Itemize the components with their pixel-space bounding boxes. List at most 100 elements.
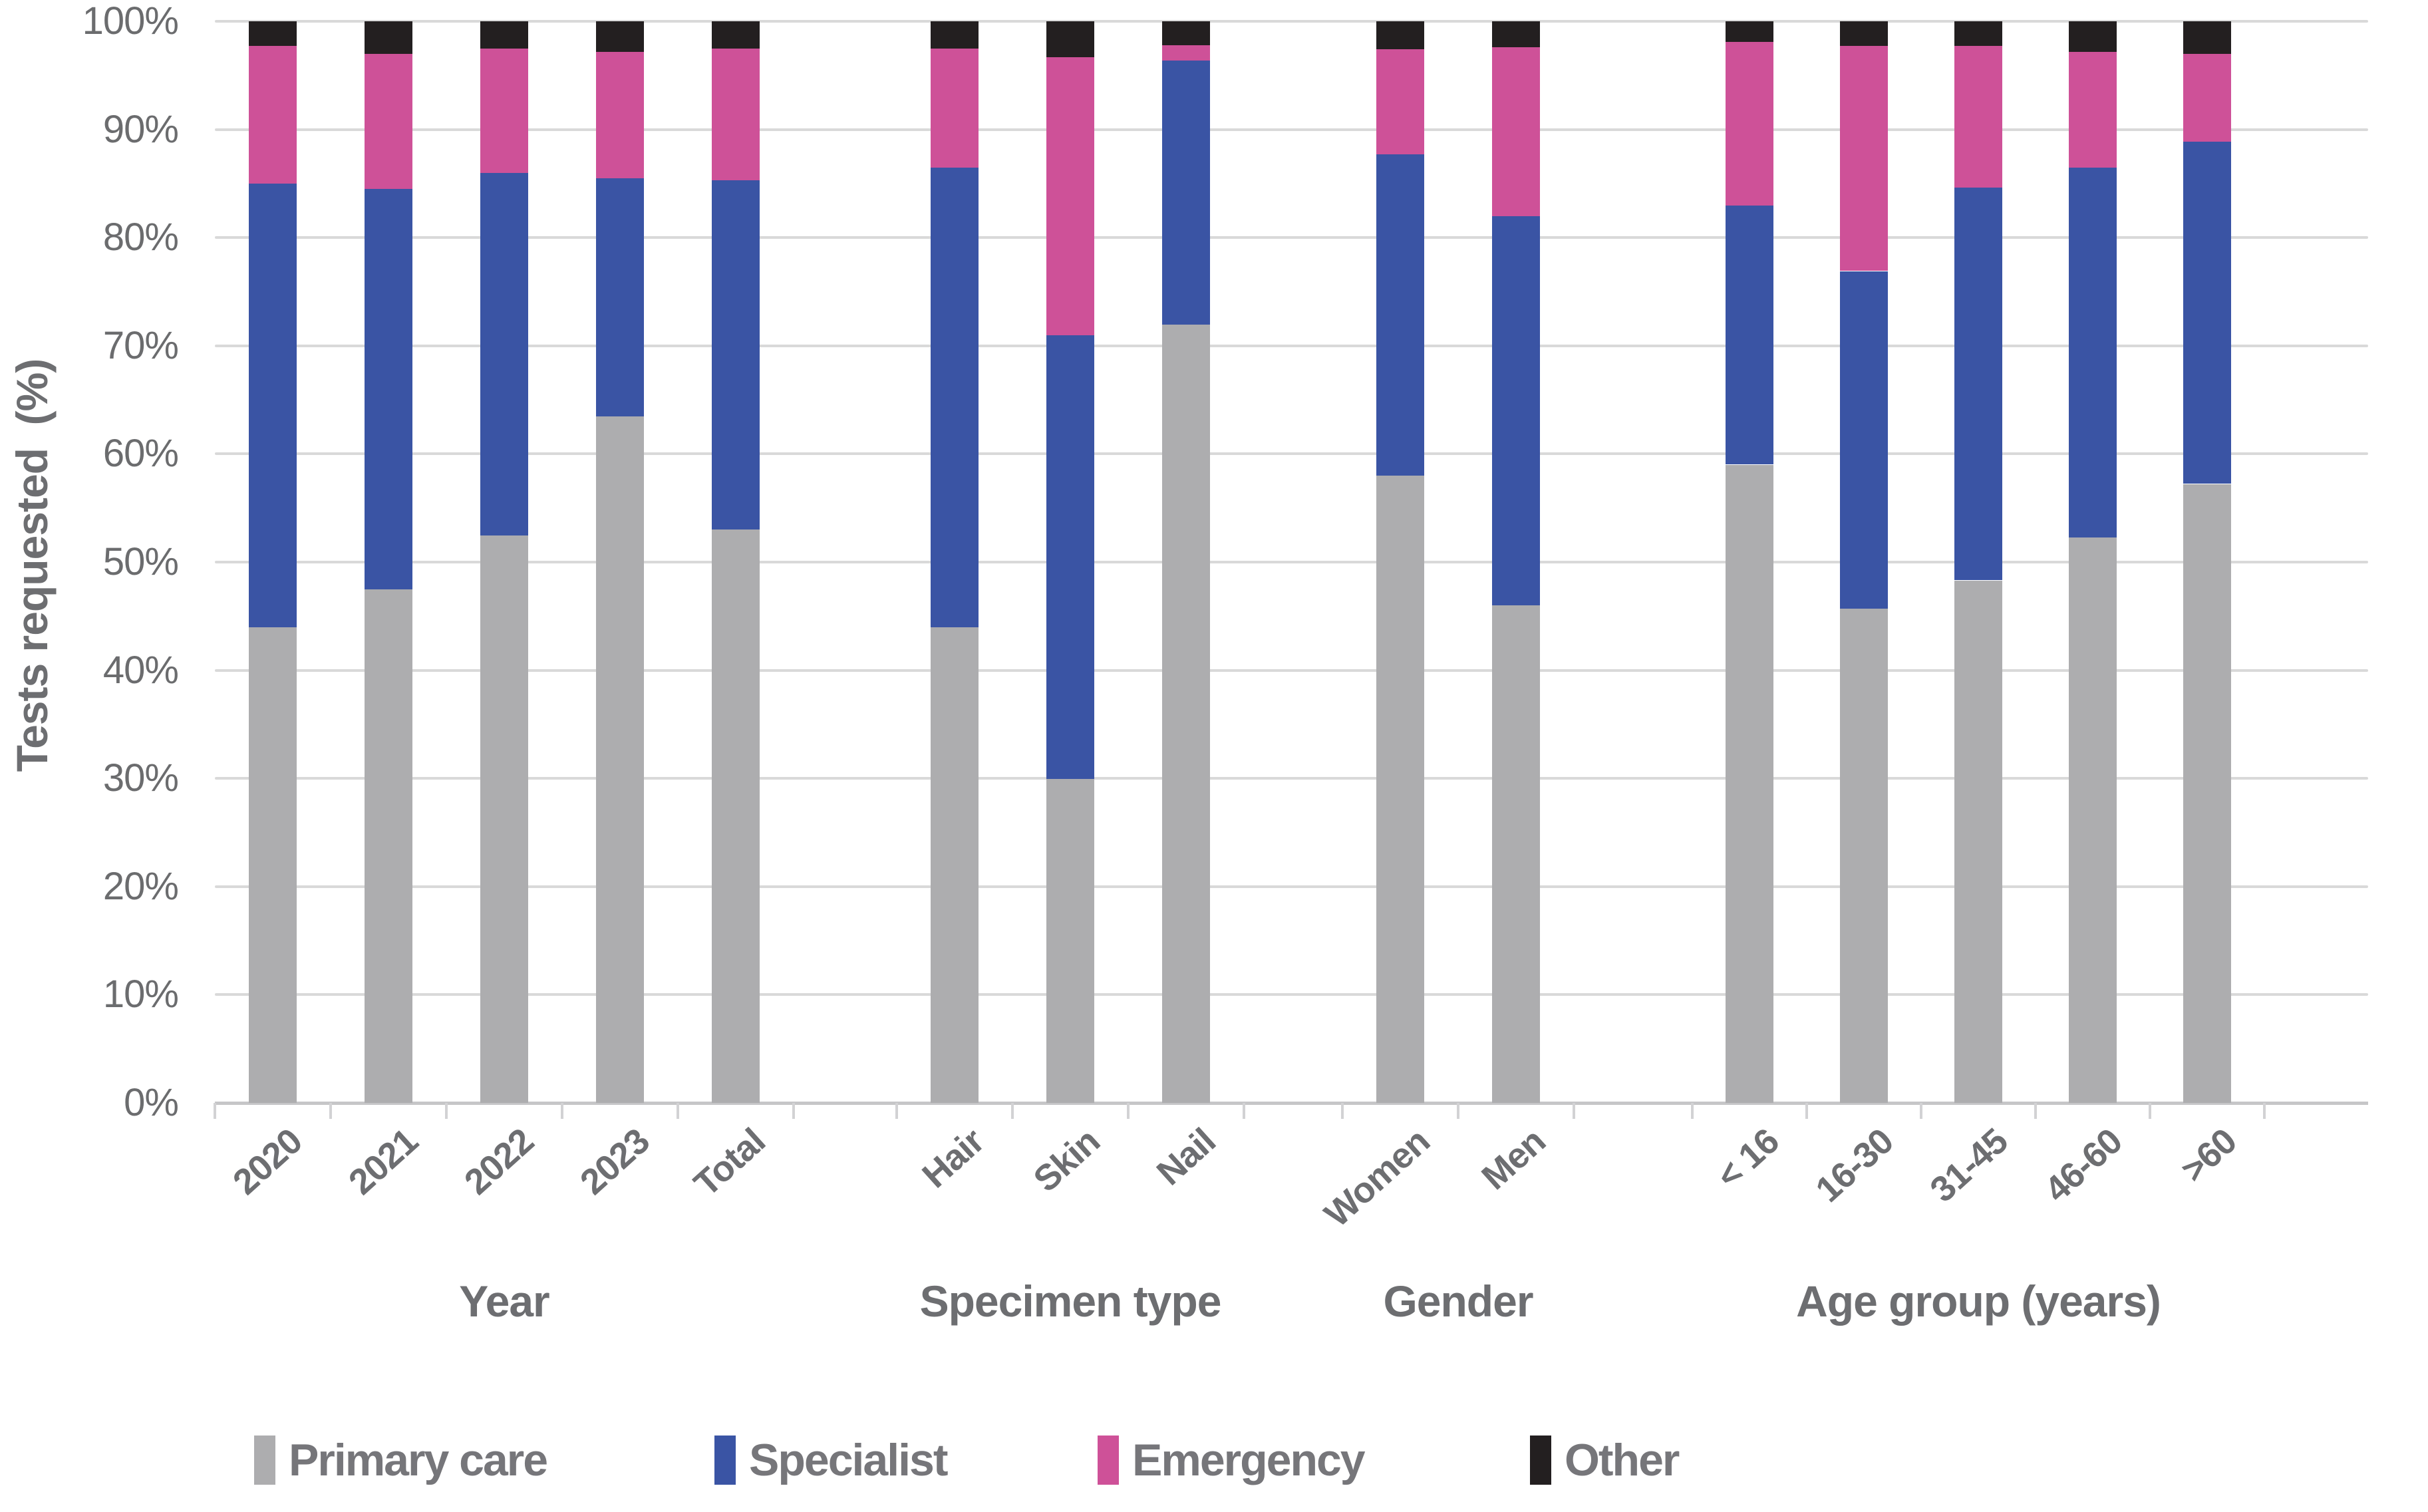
bar-segment-emergency — [596, 52, 644, 178]
legend-item-specialist: Specialist — [714, 1424, 948, 1497]
legend: Primary care Specialist Emergency Other — [0, 1424, 2428, 1503]
tick-mark — [792, 1103, 795, 1119]
bar-segment-specialist — [1046, 335, 1094, 779]
bar-segment-emergency — [1954, 46, 2002, 188]
legend-item-primary-care: Primary care — [254, 1424, 548, 1497]
x-axis-line — [215, 1102, 2368, 1105]
bar-segment-primary-care — [596, 416, 644, 1103]
tick-mark — [1573, 1103, 1575, 1119]
bar-segment-emergency — [1162, 45, 1210, 61]
y-tick-label: 100% — [82, 0, 179, 43]
bar-segment-primary-care — [1492, 605, 1540, 1103]
bar-segment-specialist — [931, 168, 979, 627]
y-tick-label: 80% — [102, 216, 179, 259]
bar-segment-specialist — [712, 180, 760, 529]
bar-segment-specialist — [2183, 141, 2231, 484]
bar-segment-other — [931, 21, 979, 49]
bar-segment-other — [1162, 21, 1210, 45]
bar-segment-emergency — [1840, 46, 1888, 271]
tick-mark — [2034, 1103, 2037, 1119]
bar-segment-specialist — [480, 173, 528, 535]
tick-mark — [1127, 1103, 1130, 1119]
bar-segment-specialist — [1726, 205, 1773, 464]
bar-segment-specialist — [2069, 168, 2117, 537]
gridline — [215, 128, 2368, 131]
gridline — [215, 345, 2368, 347]
group-label: Year — [459, 1277, 549, 1326]
bar-segment-emergency — [365, 54, 412, 189]
tick-mark — [445, 1103, 448, 1119]
tick-mark — [1805, 1103, 1808, 1119]
bar-segment-emergency — [931, 49, 979, 168]
bar-segment-other — [249, 21, 297, 46]
bar-segment-emergency — [2183, 54, 2231, 142]
bar-segment-other — [2069, 21, 2117, 52]
bar-segment-primary-care — [1840, 609, 1888, 1103]
bar-segment-primary-care — [1954, 581, 2002, 1103]
tick-mark — [2149, 1103, 2151, 1119]
bar-segment-other — [1840, 21, 1888, 46]
gridline — [215, 777, 2368, 780]
tick-mark — [895, 1103, 898, 1119]
bar-segment-specialist — [1840, 271, 1888, 609]
bar-segment-specialist — [1162, 61, 1210, 325]
bar-segment-emergency — [1376, 49, 1424, 154]
bar-segment-primary-care — [712, 529, 760, 1103]
gridline — [215, 561, 2368, 563]
bar-segment-specialist — [1492, 216, 1540, 605]
bar-segment-primary-care — [480, 535, 528, 1103]
y-tick-label: 10% — [102, 973, 179, 1016]
bar-segment-primary-care — [249, 627, 297, 1103]
legend-label: Emergency — [1132, 1435, 1366, 1485]
gridline — [215, 452, 2368, 455]
tick-mark — [329, 1103, 332, 1119]
bar-segment-other — [712, 21, 760, 49]
gridline — [215, 993, 2368, 996]
bar-segment-other — [596, 21, 644, 52]
y-tick-label: 90% — [102, 108, 179, 151]
bar-segment-emergency — [712, 49, 760, 180]
tick-mark — [2263, 1103, 2266, 1119]
tick-mark — [677, 1103, 679, 1119]
bar-segment-primary-care — [1046, 778, 1094, 1103]
y-tick-label: 0% — [124, 1081, 179, 1124]
bar-segment-other — [480, 21, 528, 49]
tick-mark — [1920, 1103, 1922, 1119]
legend-label: Primary care — [289, 1435, 548, 1485]
bar-segment-other — [1492, 21, 1540, 47]
bar-segment-emergency — [480, 49, 528, 173]
bar-segment-primary-care — [1162, 324, 1210, 1103]
bar-segment-specialist — [365, 189, 412, 589]
legend-label: Other — [1565, 1435, 1680, 1485]
bar-segment-specialist — [1954, 188, 2002, 580]
group-label: Gender — [1383, 1277, 1533, 1326]
legend-item-other: Other — [1530, 1424, 1680, 1497]
gridline — [215, 885, 2368, 888]
tick-mark — [1691, 1103, 1694, 1119]
bar-segment-other — [1046, 21, 1094, 57]
tick-mark — [214, 1103, 216, 1119]
tick-mark — [561, 1103, 563, 1119]
bar-segment-other — [2183, 21, 2231, 54]
bar-segment-primary-care — [931, 627, 979, 1103]
bar-segment-specialist — [1376, 154, 1424, 476]
legend-item-emergency: Emergency — [1098, 1424, 1366, 1497]
legend-swatch — [1530, 1436, 1551, 1485]
y-tick-label: 40% — [102, 649, 179, 692]
bar-segment-other — [1954, 21, 2002, 46]
y-tick-label: 70% — [102, 324, 179, 367]
legend-swatch — [714, 1436, 736, 1485]
bar-segment-emergency — [1492, 47, 1540, 216]
bar-segment-emergency — [249, 46, 297, 184]
y-tick-label: 50% — [102, 540, 179, 583]
bar-segment-specialist — [249, 184, 297, 627]
bar-segment-other — [1376, 21, 1424, 49]
bar-segment-primary-care — [1376, 476, 1424, 1103]
legend-swatch — [254, 1436, 275, 1485]
y-tick-label: 20% — [102, 865, 179, 908]
gridline — [215, 669, 2368, 672]
group-label: Age group (years) — [1796, 1277, 2161, 1326]
bar-segment-primary-care — [365, 589, 412, 1103]
bar-segment-specialist — [596, 178, 644, 416]
